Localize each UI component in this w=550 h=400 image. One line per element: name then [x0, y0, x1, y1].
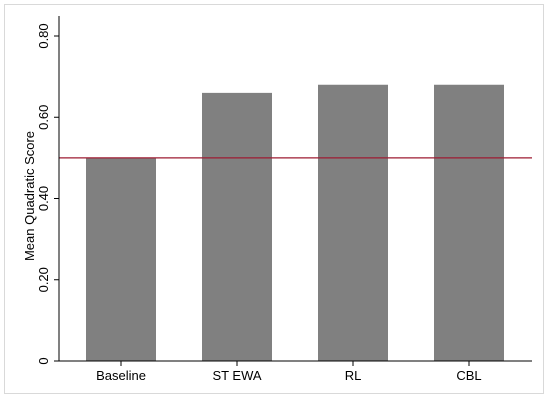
- y-axis-title: Mean Quadratic Score: [22, 131, 37, 261]
- y-tick-label: 0.20: [36, 267, 51, 292]
- bar-baseline: [86, 157, 156, 361]
- bar-st-ewa: [202, 92, 272, 361]
- y-tick-label: 0.40: [36, 186, 51, 211]
- bar-cbl: [434, 84, 504, 361]
- x-tick-label: Baseline: [96, 368, 146, 383]
- x-tick-label: RL: [345, 368, 362, 383]
- x-tick-label: CBL: [456, 368, 481, 383]
- y-tick-label: 0.60: [36, 105, 51, 130]
- x-tick-label: ST EWA: [212, 368, 261, 383]
- bars-group: [86, 84, 504, 361]
- bar-rl: [318, 84, 388, 361]
- y-tick-label: 0.80: [36, 23, 51, 48]
- y-ticks-group: 0 0.20 0.40 0.60 0.80: [36, 23, 59, 365]
- y-tick-label: 0: [36, 357, 51, 364]
- x-ticks-group: Baseline ST EWA RL CBL: [96, 361, 482, 383]
